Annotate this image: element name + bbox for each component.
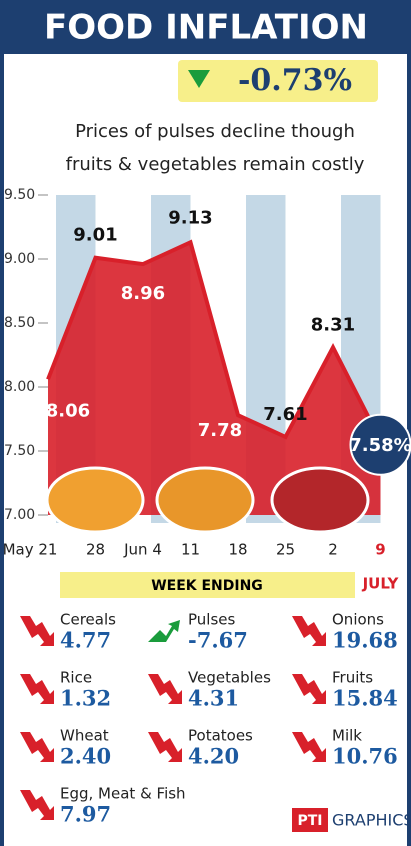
item-name: Vegetables (188, 669, 271, 687)
credit-agency: PTI (297, 813, 322, 829)
item-value: 10.76 (332, 744, 398, 769)
x-tick-label: 28 (86, 541, 105, 559)
credit-label: GRAPHICS (332, 811, 411, 830)
item-value: 7.97 (60, 802, 111, 827)
infographic: FOOD INFLATION -0.73% Prices of pulses d… (0, 0, 411, 846)
y-tick-label: 7.00 (4, 507, 35, 523)
x-axis-label: WEEK ENDING (151, 578, 263, 594)
x-month-label: JULY (362, 575, 400, 593)
item-value: 2.40 (60, 744, 111, 769)
y-tick-label: 8.00 (4, 379, 35, 395)
food-bowl (272, 468, 368, 532)
item-name: Rice (60, 669, 92, 687)
item-value: -7.67 (188, 628, 248, 653)
x-tick-label: 11 (181, 541, 200, 559)
item-name: Fruits (332, 669, 373, 687)
item-name: Milk (332, 727, 362, 745)
data-label: 8.96 (121, 283, 165, 304)
item-value: 4.20 (188, 744, 239, 769)
item-name: Wheat (60, 727, 109, 745)
food-bowl (157, 468, 253, 532)
item-value: 4.31 (188, 686, 239, 711)
data-label: 7.61 (263, 404, 307, 425)
x-tick-label: 18 (228, 541, 247, 559)
y-tick-label: 9.50 (4, 187, 35, 203)
y-tick-label: 8.50 (4, 315, 35, 331)
headline: -0.73% (238, 63, 352, 98)
x-tick-label: May 21 (3, 541, 58, 559)
item-name: Cereals (60, 611, 116, 629)
data-label: 7.78 (198, 420, 242, 441)
item-value: 19.68 (332, 628, 398, 653)
y-tick-label: 7.50 (4, 443, 35, 459)
x-tick-label: Jun 4 (123, 541, 162, 559)
subtitle: Prices of pulses decline though (75, 121, 355, 142)
item-name: Onions (332, 611, 384, 629)
data-label: 7.58% (349, 435, 411, 456)
x-tick-label: 9 (375, 541, 385, 559)
item-value: 4.77 (60, 628, 111, 653)
data-label: 8.06 (46, 400, 90, 421)
item-name: Potatoes (188, 727, 253, 745)
chart-title: FOOD INFLATION (44, 8, 368, 48)
subtitle: fruits & vegetables remain costly (66, 154, 365, 175)
x-tick-label: 2 (328, 541, 338, 559)
item-name: Pulses (188, 611, 235, 629)
data-label: 8.31 (311, 314, 355, 335)
food-bowl (47, 468, 143, 532)
item-name: Egg, Meat & Fish (60, 785, 186, 803)
item-value: 15.84 (332, 686, 398, 711)
data-label: 9.13 (168, 207, 212, 228)
x-tick-label: 25 (276, 541, 295, 559)
item-value: 1.32 (60, 686, 111, 711)
y-tick-label: 9.00 (4, 251, 35, 267)
data-label: 9.01 (73, 225, 117, 246)
